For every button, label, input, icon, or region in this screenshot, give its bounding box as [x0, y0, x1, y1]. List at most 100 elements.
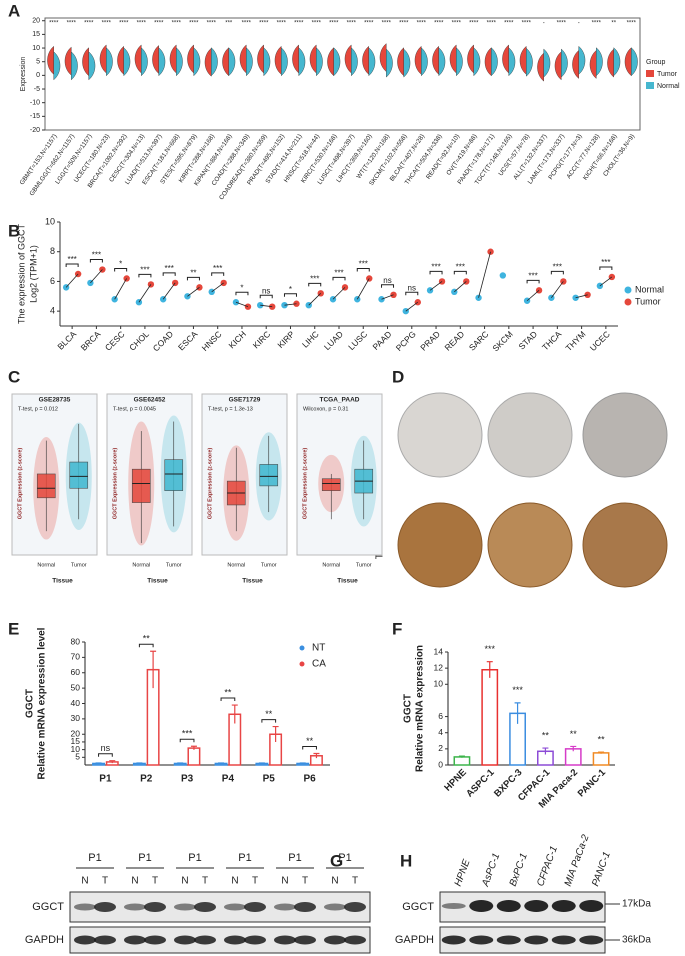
- half-violin: [502, 44, 509, 74]
- chart-subtitle: T-test, p = 1.3e-13: [208, 406, 253, 412]
- x-tick-label: Normal: [37, 562, 55, 568]
- point: [147, 281, 155, 288]
- pair-line: [332, 287, 346, 300]
- x-tick-label: Tumor: [261, 562, 277, 568]
- sig-bracket: [405, 291, 419, 296]
- sig-bracket: [332, 276, 346, 281]
- y-tick-label: 10: [45, 216, 55, 226]
- point: [220, 279, 227, 287]
- significance: ****: [137, 21, 147, 27]
- half-violin: [379, 43, 387, 73]
- y-tick-label: 12: [434, 662, 444, 672]
- significance: ****: [312, 21, 322, 27]
- point: [171, 279, 179, 287]
- box: [36, 473, 56, 499]
- ihc-images: [397, 392, 668, 588]
- half-violin: [82, 47, 89, 77]
- y-tick-label: 30: [71, 713, 81, 723]
- sig-bracket: [599, 266, 613, 270]
- x-tick-label: P6: [303, 774, 316, 785]
- x-axis-label: Tissue: [242, 578, 263, 585]
- error-bar: [136, 762, 143, 764]
- sig-bracket: [65, 263, 79, 267]
- band: [579, 900, 604, 912]
- band: [441, 903, 466, 909]
- error-bar: [177, 762, 184, 764]
- x-tick-label: HPNE: [442, 767, 468, 793]
- x-tick-label: Normal: [227, 562, 245, 568]
- band: [551, 900, 576, 912]
- half-violin: [263, 47, 271, 77]
- half-violin: [71, 51, 78, 81]
- x-tick-label: PAAD: [371, 329, 394, 352]
- half-violin: [117, 45, 124, 75]
- plot-frame: [44, 17, 641, 131]
- half-violin: [298, 47, 306, 77]
- half-violin: [467, 44, 474, 74]
- sig-bracket: [98, 753, 113, 757]
- significance: ****: [347, 21, 357, 27]
- ihc-core: [487, 502, 573, 588]
- y-tick-label: 8: [50, 246, 55, 256]
- lane-label: T: [252, 876, 258, 887]
- significance: ****: [259, 21, 269, 27]
- legend-label: Normal: [635, 284, 664, 294]
- significance: ns: [101, 743, 111, 753]
- significance: ****: [294, 21, 304, 27]
- significance: ***: [431, 263, 440, 272]
- x-tick-label: SKCM: [490, 329, 514, 353]
- y-axis-label: Log2 (TPM+1): [28, 245, 38, 303]
- band: [244, 935, 266, 945]
- significance: ****: [207, 21, 217, 27]
- legend-marker: [624, 298, 632, 306]
- blot-strip: [439, 926, 606, 954]
- x-tick-label: Tumor: [71, 562, 87, 568]
- patient-label: P1: [338, 852, 351, 864]
- x-tick-label: P5: [263, 774, 276, 785]
- lane-label: T: [202, 876, 208, 887]
- chart-title: GSE71729: [229, 397, 261, 404]
- sig-bracket: [429, 270, 443, 275]
- patient-label: P1: [238, 852, 251, 864]
- bar: [481, 669, 499, 766]
- sig-bracket: [138, 273, 152, 278]
- sig-bracket: [186, 276, 200, 281]
- significance: **: [224, 687, 232, 697]
- pair-line: [381, 294, 394, 300]
- point: [475, 294, 482, 301]
- x-tick-label: UCEC: [588, 329, 612, 353]
- x-axis-label: Tissue: [147, 578, 168, 585]
- y-tick-label: 60: [71, 667, 81, 677]
- x-tick-label: BLCA: [55, 329, 78, 352]
- blot-strip: [439, 891, 606, 923]
- legend-marker: [299, 661, 305, 667]
- y-tick-label: 15: [71, 736, 81, 746]
- chart-title: GSE62452: [134, 397, 166, 404]
- significance: ***: [528, 271, 537, 280]
- half-violin: [327, 47, 334, 77]
- band: [294, 935, 316, 945]
- pair-line: [429, 281, 443, 291]
- lane-label: N: [131, 876, 138, 887]
- significance: ***: [456, 263, 465, 272]
- x-tick-label: KIRP: [275, 329, 296, 350]
- half-violin: [473, 47, 481, 77]
- pair-line: [162, 282, 176, 300]
- half-violin: [228, 47, 236, 77]
- lane-label: N: [81, 876, 88, 887]
- band: [144, 935, 166, 945]
- half-violin: [239, 44, 247, 74]
- significance: ***: [553, 263, 562, 272]
- y-tick-label: 14: [434, 646, 444, 656]
- y-axis-label: GGCT Expression (z-score): [302, 448, 308, 520]
- blot-strip: [69, 891, 371, 923]
- legend-label: Tumor: [635, 296, 661, 306]
- panel-label: H: [400, 851, 412, 870]
- x-axis-label: Tissue: [52, 578, 73, 585]
- ihc-core: [397, 392, 483, 478]
- legend-swatch: [646, 70, 654, 77]
- point: [560, 278, 567, 285]
- blot-size: 17kDa: [622, 899, 651, 910]
- error-bar: [514, 702, 521, 724]
- blot-protein: GGCT: [402, 901, 434, 913]
